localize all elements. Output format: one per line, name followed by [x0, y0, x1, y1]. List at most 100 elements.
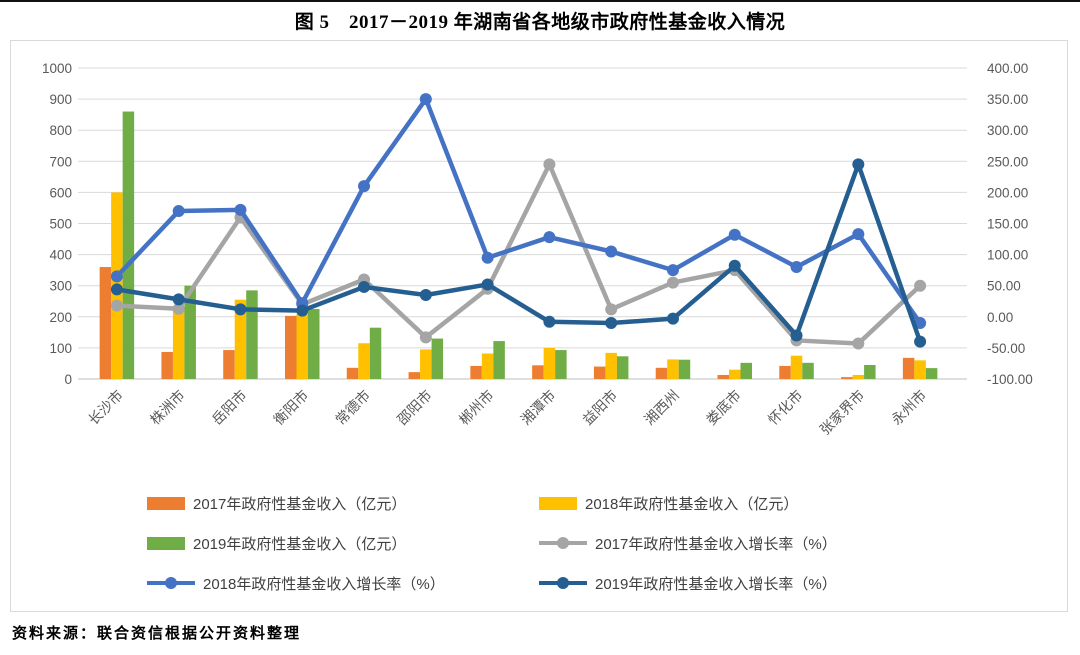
- legend-item: 2017年政府性基金收入增长率（%）: [539, 533, 931, 554]
- legend-line-marker-swatch-icon: [539, 536, 587, 549]
- y-left-tick-label: 0: [64, 372, 72, 387]
- y-left-tick-label: 200: [49, 310, 72, 325]
- bar-2019-怀化市: [802, 362, 814, 379]
- x-category-label: 邵阳市: [394, 387, 435, 428]
- legend-label: 2017年政府性基金收入（亿元）: [193, 495, 407, 513]
- chart-canvas: 0 -100.00 100 -50.00 200 0.00 300 50.00 400 100.0…: [42, 61, 1033, 438]
- bar-2017-湘西州: [655, 367, 668, 379]
- bar-2017-长沙市: [99, 267, 112, 379]
- marker-2019-益阳市: [605, 317, 618, 330]
- y-right-tick-label: 200.00: [987, 185, 1028, 200]
- bar-2019-郴州市: [493, 341, 505, 379]
- x-category-label: 湘潭市: [518, 387, 559, 428]
- marker-2017-邵阳市: [419, 331, 432, 344]
- marker-2018-湘潭市: [543, 231, 556, 244]
- bar-2017-湘潭市: [532, 365, 544, 379]
- bar-2018-永州市: [914, 360, 926, 379]
- x-category-label: 张家界市: [817, 387, 868, 438]
- bar-2019-湘潭市: [555, 350, 567, 379]
- marker-2019-怀化市: [790, 329, 803, 342]
- bar-2019-衡阳市: [308, 309, 320, 379]
- y-right-tick-label: 350.00: [987, 92, 1028, 107]
- chart-title: 图 5 2017－2019 年湖南省各地级市政府性基金收入情况: [294, 12, 786, 33]
- marker-2019-岳阳市: [234, 303, 247, 316]
- marker-2019-张家界市: [852, 158, 865, 171]
- x-category-label: 岳阳市: [209, 387, 250, 428]
- legend-bar-swatch-icon: [539, 496, 577, 510]
- bar-2018-常德市: [358, 343, 370, 379]
- top-rule: [0, 0, 1080, 2]
- growth-line-2019: [114, 162, 923, 344]
- marker-2017-益阳市: [605, 303, 618, 316]
- legend-row: 2019年政府性基金收入（亿元） 2017年政府性基金收入增长率（%）: [11, 523, 1067, 563]
- y-left-tick-label: 300: [49, 279, 72, 294]
- legend-label: 2019年政府性基金收入增长率（%）: [595, 575, 837, 593]
- bar-2018-张家界市: [852, 374, 865, 379]
- growth-line-2017: [114, 162, 923, 346]
- x-category-label: 湘西州: [641, 387, 682, 428]
- legend-row: 2017年政府性基金收入（亿元） 2018年政府性基金收入（亿元）: [11, 483, 1067, 523]
- marker-2018-娄底市: [728, 228, 741, 241]
- legend-label: 2018年政府性基金收入（亿元）: [585, 495, 799, 513]
- legend-label: 2019年政府性基金收入（亿元）: [193, 535, 407, 553]
- bar-2017-邵阳市: [408, 372, 421, 379]
- y-right-tick-label: -100.00: [987, 372, 1033, 387]
- marker-2019-衡阳市: [296, 304, 309, 317]
- marker-2018-郴州市: [481, 251, 494, 264]
- marker-2019-邵阳市: [419, 289, 432, 302]
- legend-bar-swatch-icon: [147, 536, 185, 550]
- x-category-label: 郴州市: [456, 387, 497, 428]
- marker-2018-益阳市: [605, 245, 618, 258]
- y-left-tick-label: 400: [49, 248, 72, 263]
- x-category-label: 衡阳市: [270, 387, 311, 428]
- bar-2017-衡阳市: [285, 315, 297, 379]
- bar-2019-常德市: [369, 327, 382, 379]
- legend-item: 2018年政府性基金收入增长率（%）: [147, 573, 539, 594]
- y-right-tick-label: -50.00: [987, 341, 1025, 356]
- y-left-tick-label: 600: [49, 185, 72, 200]
- bar-2017-郴州市: [470, 365, 482, 379]
- marker-2018-邵阳市: [419, 93, 432, 106]
- marker-2019-株洲市: [172, 293, 185, 306]
- marker-2017-张家界市: [852, 337, 865, 350]
- marker-2019-长沙市: [110, 283, 123, 296]
- bar-2018-怀化市: [790, 355, 803, 379]
- bar-2018-衡阳市: [296, 313, 308, 379]
- x-category-label: 娄底市: [703, 387, 744, 428]
- marker-2019-郴州市: [481, 278, 494, 291]
- bar-2019-益阳市: [616, 356, 629, 379]
- marker-2018-湘西州: [666, 264, 679, 277]
- x-category-label: 株洲市: [147, 387, 188, 428]
- y-left-tick-label: 900: [49, 92, 72, 107]
- bar-2019-株洲市: [184, 285, 196, 379]
- bar-2018-湘潭市: [543, 347, 556, 379]
- legend-line-marker-swatch-icon: [539, 576, 587, 589]
- legend-marker-dot-icon: [165, 576, 177, 589]
- legend-item: 2019年政府性基金收入（亿元）: [147, 533, 539, 554]
- chart-area: 0 -100.00 100 -50.00 200 0.00 300 50.00 400 100.0…: [10, 40, 1068, 612]
- legend-row: 2018年政府性基金收入增长率（%） 2019年政府性基金收入增长率（%）: [11, 563, 1067, 603]
- bar-2018-娄底市: [729, 369, 741, 379]
- y-left-tick-label: 800: [49, 123, 72, 138]
- y-left-tick-label: 700: [49, 154, 72, 169]
- chart-legend: 2017年政府性基金收入（亿元） 2018年政府性基金收入（亿元） 2019年政府性…: [11, 483, 1067, 603]
- x-category-label: 长沙市: [85, 387, 126, 428]
- marker-2018-株洲市: [172, 205, 185, 218]
- bar-2018-岳阳市: [234, 299, 247, 379]
- y-right-tick-label: 300.00: [987, 123, 1028, 138]
- marker-2019-湘西州: [666, 312, 679, 325]
- marker-2018-长沙市: [110, 270, 123, 283]
- marker-2018-张家界市: [852, 228, 865, 241]
- bar-2018-邵阳市: [420, 349, 432, 379]
- marker-2018-常德市: [358, 180, 371, 193]
- y-right-tick-label: 50.00: [987, 279, 1021, 294]
- x-category-label: 永州市: [888, 387, 929, 428]
- y-right-tick-label: 150.00: [987, 217, 1028, 232]
- marker-2017-湘潭市: [543, 158, 556, 171]
- growth-line-2018: [114, 96, 923, 326]
- legend-marker-dot-icon: [557, 576, 569, 589]
- bar-2017-常德市: [346, 367, 359, 379]
- y-right-tick-label: 0.00: [987, 310, 1013, 325]
- legend-line-marker-swatch-icon: [147, 576, 195, 589]
- legend-marker-dot-icon: [557, 536, 569, 549]
